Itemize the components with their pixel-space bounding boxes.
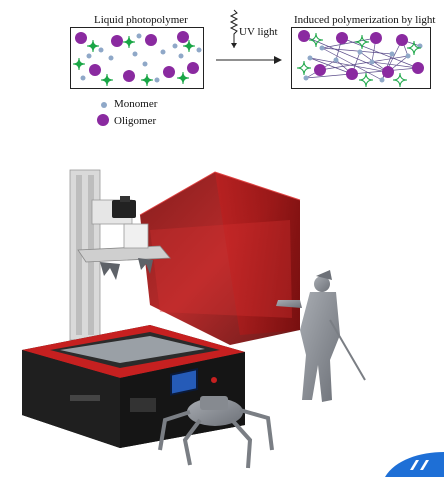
photoinitiator-star — [354, 34, 370, 50]
photoinitiator-star — [100, 73, 114, 87]
monomer-molecule — [136, 33, 142, 39]
oligomer-molecule — [163, 66, 175, 78]
monomer-legend-icon — [101, 102, 107, 108]
oligomer-molecule — [89, 64, 101, 76]
monomer-molecule — [307, 55, 313, 61]
monomer-molecule — [303, 75, 309, 81]
red-uv-hood — [139, 171, 301, 345]
polymer-bond — [309, 57, 353, 75]
monomer-molecule — [389, 51, 395, 57]
oligomer-molecule — [314, 64, 326, 76]
liquid-photopolymer-panel — [70, 27, 204, 89]
oligomer-molecule — [111, 35, 123, 47]
monomer-molecule — [379, 77, 385, 83]
photoinitiator-star — [358, 72, 374, 88]
photoinitiator-star — [308, 32, 324, 48]
oligomer-molecule — [298, 30, 310, 42]
monomer-molecule — [154, 77, 160, 83]
photoinitiator-star — [122, 35, 136, 49]
sla-printer-illustration — [22, 169, 444, 477]
polymer-bond — [305, 67, 419, 79]
monomer-molecule — [172, 43, 178, 49]
monomer-molecule — [405, 53, 411, 59]
photoinitiator-star — [86, 39, 100, 53]
monomer-molecule — [142, 61, 148, 67]
corner-brand-logo — [385, 452, 444, 477]
polymerized-panel — [291, 27, 431, 89]
uv-light-label: UV light — [239, 26, 278, 38]
oligomer-molecule — [396, 34, 408, 46]
photoinitiator-star — [296, 60, 312, 76]
monomer-molecule — [357, 49, 363, 55]
monomer-molecule — [160, 49, 166, 55]
monomer-molecule — [86, 53, 92, 59]
monomer-molecule — [132, 51, 138, 57]
oligomer-molecule — [412, 62, 424, 74]
uv-light-squiggle — [229, 9, 239, 48]
oligomer-legend-label: Oligomer — [114, 115, 157, 127]
polymer-bond — [371, 61, 419, 69]
oligomer-molecule — [370, 32, 382, 44]
monomer-molecule — [333, 57, 339, 63]
monomer-molecule — [108, 55, 114, 61]
printed-samurai-figure — [276, 270, 366, 402]
reaction-arrow — [216, 56, 282, 64]
photoinitiator-star — [182, 39, 196, 53]
monomer-molecule — [98, 47, 104, 53]
oligomer-molecule — [145, 34, 157, 46]
oligomer-molecule — [346, 68, 358, 80]
photoinitiator-star — [140, 73, 154, 87]
monomer-molecule — [80, 75, 86, 81]
right-panel-title: Induced polymerization by light — [294, 14, 436, 26]
oligomer-molecule — [187, 62, 199, 74]
photoinitiator-star — [392, 72, 408, 88]
oligomer-molecule — [382, 66, 394, 78]
monomer-legend-label: Monomer — [114, 98, 158, 110]
left-panel-title: Liquid photopolymer — [94, 14, 188, 26]
oligomer-molecule — [177, 31, 189, 43]
oligomer-molecule — [75, 32, 87, 44]
photoinitiator-star — [176, 71, 190, 85]
monomer-molecule — [369, 59, 375, 65]
oligomer-molecule — [123, 70, 135, 82]
polymer-bond — [321, 37, 377, 49]
photoinitiator-star — [72, 57, 86, 71]
monomer-molecule — [417, 43, 423, 49]
right-panel-network — [296, 30, 424, 88]
photoinitiator-star — [406, 40, 422, 56]
printed-mech-spider — [158, 396, 274, 469]
polymer-bond — [321, 47, 383, 81]
oligomer-legend-icon — [97, 114, 109, 126]
monomer-molecule — [178, 53, 184, 59]
left-panel-molecules — [72, 31, 202, 87]
polymer-bond — [309, 57, 389, 73]
polymer-bond — [321, 47, 393, 55]
printer-base — [22, 325, 245, 448]
build-platform — [77, 223, 171, 280]
monomer-molecule — [196, 47, 202, 53]
monomer-molecule — [319, 45, 325, 51]
oligomer-molecule — [336, 32, 348, 44]
